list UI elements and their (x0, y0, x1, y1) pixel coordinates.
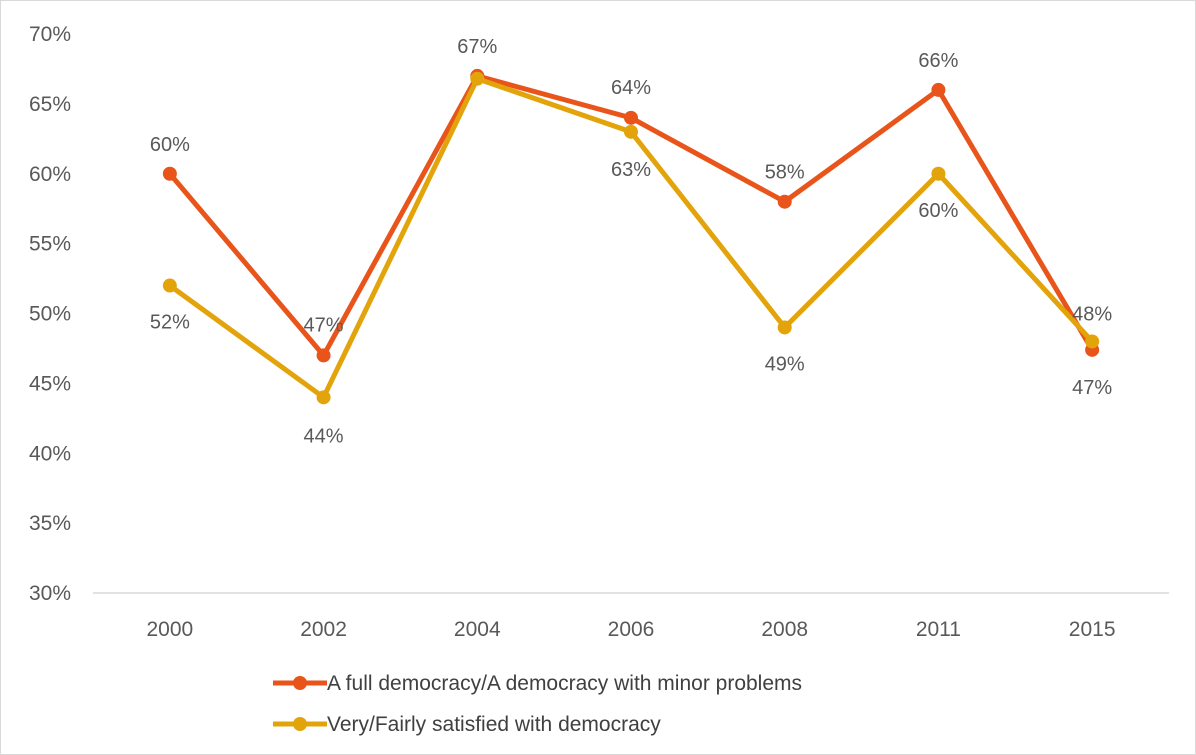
data-point-series-1 (162, 166, 177, 181)
data-label-series-2: 60% (918, 200, 958, 222)
data-label-series-2: 49% (765, 353, 805, 375)
data-point-series-2 (931, 166, 946, 181)
y-tick-label: 60% (29, 163, 71, 186)
y-axis: 30% 35% 40% 45% 50% 55% 60% 65% 70% (29, 23, 71, 605)
y-tick-label: 30% (29, 582, 71, 605)
data-labels: 60% 47% 67% 64% 58% 66% 47% 52% 44% 63% 49% 60% 48% (150, 36, 1113, 447)
legend: A full democracy/A democracy with minor … (273, 672, 802, 736)
y-tick-label: 45% (29, 372, 71, 395)
data-label-series-1: 47% (1072, 377, 1112, 399)
data-label-series-1: 67% (457, 36, 497, 58)
x-tick-label: 2006 (608, 618, 655, 641)
y-tick-label: 65% (29, 93, 71, 116)
legend-label: A full democracy/A democracy with minor … (327, 672, 802, 695)
data-label-series-1: 60% (150, 134, 190, 156)
data-label-series-1: 47% (304, 314, 344, 336)
data-point-series-2 (470, 71, 485, 86)
data-point-series-2 (316, 390, 331, 405)
x-tick-label: 2011 (916, 618, 961, 641)
y-tick-label: 50% (29, 303, 71, 326)
data-point-series-1 (931, 82, 946, 97)
data-label-series-1: 58% (765, 162, 805, 184)
x-tick-label: 2004 (454, 618, 501, 641)
data-label-series-2: 63% (611, 159, 651, 181)
legend-swatch-marker (293, 717, 307, 731)
data-label-series-1: 66% (918, 50, 958, 72)
y-tick-label: 55% (29, 233, 71, 256)
data-point-series-2 (777, 320, 792, 335)
data-point-series-1 (316, 348, 331, 363)
data-point-series-1 (624, 110, 638, 125)
data-point-series-2 (1085, 334, 1100, 349)
data-label-series-2: 52% (150, 312, 190, 334)
y-tick-label: 40% (29, 442, 71, 465)
x-tick-label: 2008 (761, 618, 808, 641)
x-tick-label: 2015 (1069, 618, 1116, 641)
data-point-series-1 (777, 194, 792, 209)
data-label-series-2: 48% (1072, 303, 1112, 325)
y-tick-label: 70% (29, 23, 71, 46)
x-tick-label: 2002 (300, 618, 347, 641)
data-point-series-2 (624, 124, 638, 139)
data-point-series-2 (162, 278, 177, 293)
x-axis: 2000 2002 2004 2006 2008 2011 2015 (93, 592, 1169, 641)
y-tick-label: 35% (29, 512, 71, 535)
data-label-series-1: 64% (611, 77, 651, 99)
series-layer (162, 68, 1100, 405)
legend-swatch-marker (293, 676, 307, 690)
legend-label: Very/Fairly satisfied with democracy (327, 713, 661, 736)
data-label-series-2: 44% (304, 425, 344, 447)
x-tick-label: 2000 (146, 618, 193, 641)
